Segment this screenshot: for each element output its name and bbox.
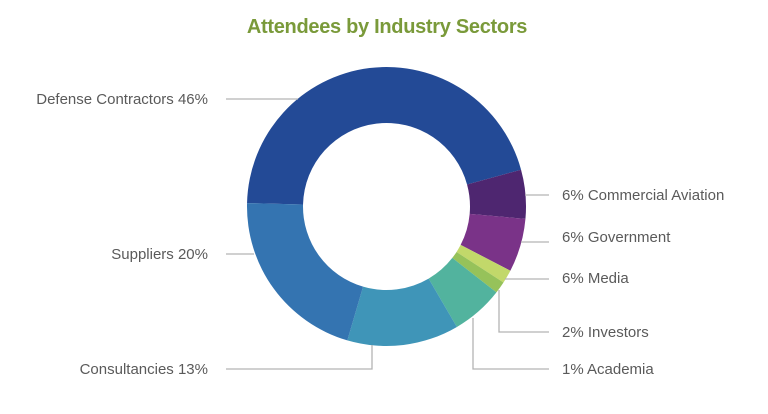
donut-slices	[247, 66, 526, 346]
slice-government	[460, 213, 526, 271]
slice-suppliers	[247, 203, 364, 341]
leader-line-consultancies	[226, 345, 373, 370]
slice-academia	[428, 257, 497, 327]
label-academia: 1% Academia	[562, 361, 654, 378]
leader-line-academia	[472, 318, 549, 370]
slice-media	[456, 244, 511, 283]
label-consultancies: Consultancies 13%	[80, 361, 208, 378]
slice-investors	[452, 251, 504, 293]
leader-line-investors	[498, 290, 549, 333]
label-suppliers: Suppliers 20%	[111, 246, 208, 263]
label-commercial-aviation: 6% Commercial Aviation	[562, 187, 724, 204]
label-investors: 2% Investors	[562, 324, 649, 341]
label-government: 6% Government	[562, 229, 671, 246]
slice-labels: Defense Contractors 46% 6% Commercial Avi…	[36, 91, 724, 378]
label-defense-contractors: Defense Contractors 46%	[36, 91, 208, 108]
chart-title: Attendees by Industry Sectors	[246, 16, 528, 38]
label-media: 6% Media	[562, 270, 629, 287]
slice-defense-contractors	[247, 66, 522, 205]
slice-consultancies	[347, 278, 457, 346]
slice-commercial-aviation	[467, 169, 526, 219]
leader-lines	[226, 98, 549, 370]
